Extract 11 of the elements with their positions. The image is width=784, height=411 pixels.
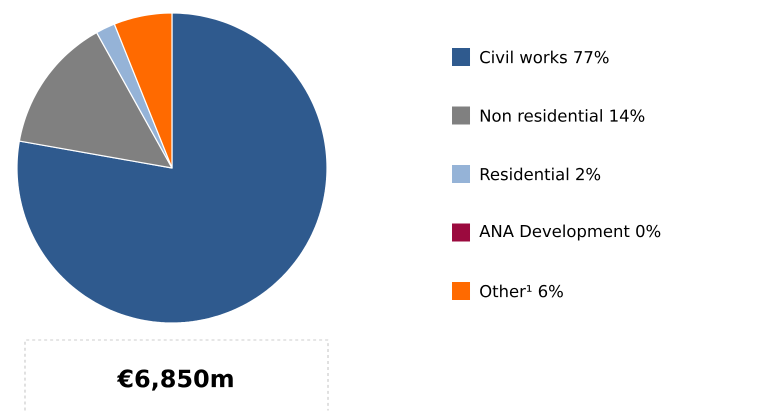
text: €6,850m: [116, 369, 233, 391]
data-label: 77%: [574, 50, 609, 64]
legend-label: Civil works: [480, 50, 567, 64]
legend-label: ANA Development: [479, 224, 630, 240]
legend-label: Other¹: [480, 284, 532, 298]
data-label: 14%: [610, 109, 644, 122]
text: 0%: [636, 224, 660, 238]
legend-label: Residential: [480, 168, 568, 180]
data-label: 6%: [538, 284, 563, 298]
data-label: 2%: [576, 168, 600, 180]
legend-label: Non residential: [480, 109, 602, 122]
